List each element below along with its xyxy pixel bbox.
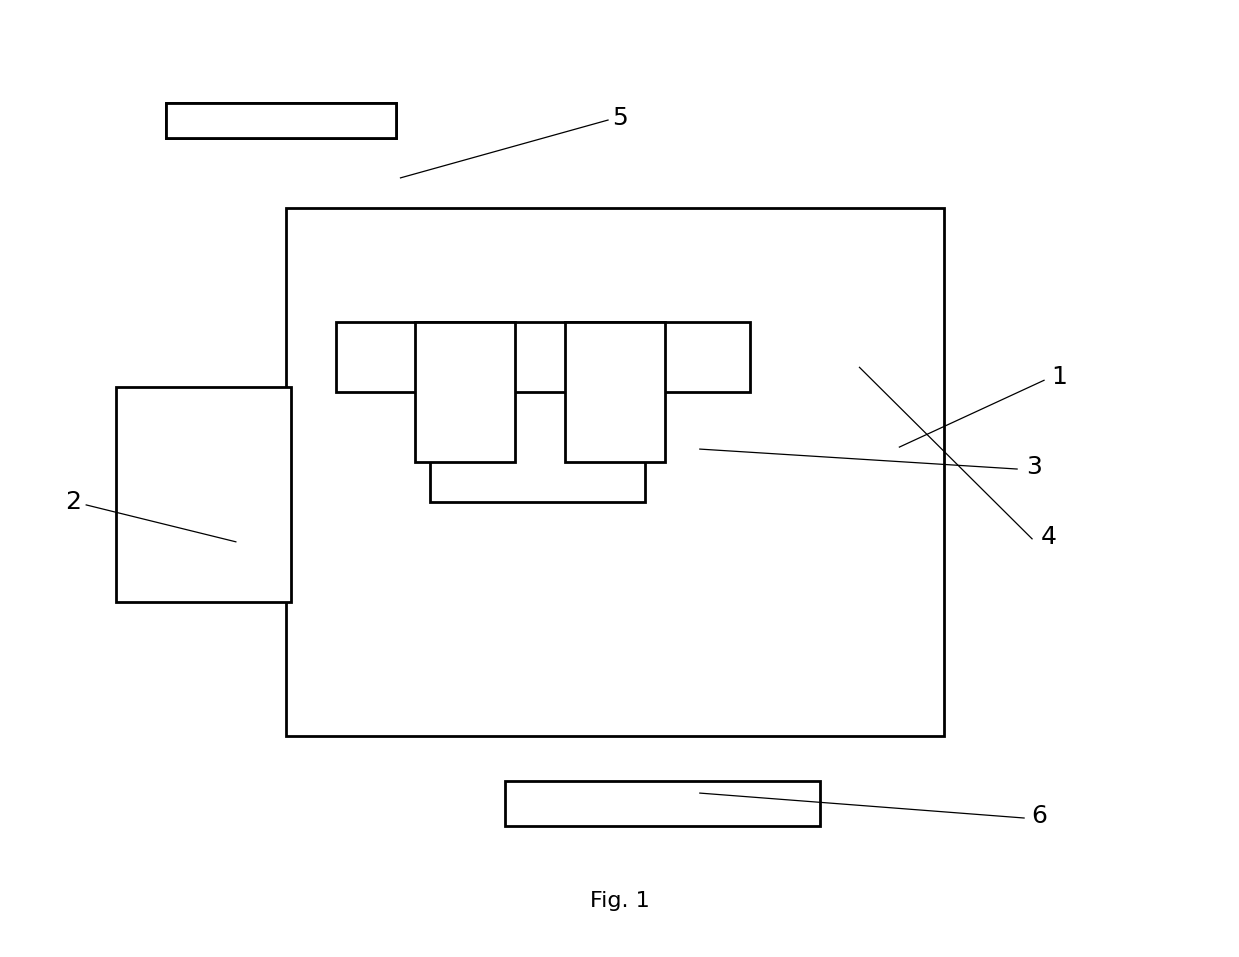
Bar — [415, 323, 515, 462]
Text: 5: 5 — [612, 106, 628, 130]
Text: 2: 2 — [66, 490, 82, 514]
Bar — [430, 367, 646, 501]
Bar — [286, 208, 944, 736]
Text: Fig. 1: Fig. 1 — [590, 891, 649, 911]
Bar — [166, 103, 395, 138]
Bar — [166, 103, 395, 138]
Text: 6: 6 — [1031, 804, 1047, 828]
Bar — [565, 323, 665, 462]
Bar — [336, 323, 750, 392]
Text: 3: 3 — [1026, 455, 1042, 479]
Text: 4: 4 — [1041, 524, 1057, 548]
Bar — [506, 781, 819, 826]
Bar — [116, 388, 291, 602]
Text: 1: 1 — [1051, 366, 1067, 389]
